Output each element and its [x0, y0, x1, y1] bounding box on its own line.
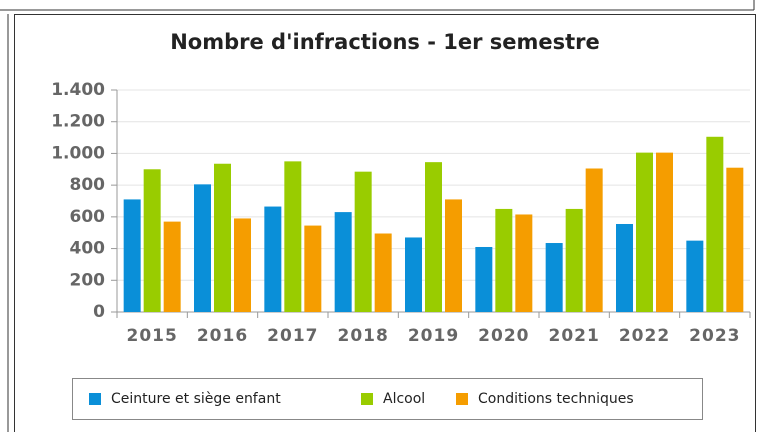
- legend-label: Ceinture et siège enfant: [111, 391, 281, 407]
- chart-frame: [14, 14, 756, 432]
- bar: [264, 206, 282, 312]
- bar: [354, 171, 372, 312]
- bar: [425, 162, 442, 312]
- legend-swatch: [361, 393, 373, 405]
- y-tick-label: 400: [70, 239, 106, 259]
- bar: [686, 240, 704, 312]
- bar: [445, 199, 462, 312]
- bar: [214, 163, 231, 312]
- bar: [304, 225, 322, 312]
- y-tick-label: 600: [70, 207, 106, 227]
- bar: [545, 243, 563, 312]
- bar: [656, 152, 673, 312]
- legend-swatch: [456, 393, 468, 405]
- y-tick-label: 1.200: [51, 112, 105, 132]
- x-tick-label: 2020: [478, 326, 529, 346]
- y-tick-label: 200: [70, 270, 106, 290]
- bar: [194, 184, 211, 312]
- x-tick-label: 2023: [689, 326, 740, 346]
- bar: [284, 161, 302, 312]
- x-tick-label: 2015: [127, 326, 178, 346]
- bar: [123, 199, 141, 312]
- legend-box: [72, 378, 703, 420]
- bar: [585, 168, 603, 312]
- y-tick-label: 1.400: [51, 80, 105, 100]
- bar: [565, 208, 583, 312]
- x-tick-label: 2016: [197, 326, 248, 346]
- y-tick-label: 0: [93, 302, 105, 322]
- legend-swatch: [89, 393, 101, 405]
- x-tick-label: 2022: [619, 326, 670, 346]
- x-tick-label: 2019: [408, 326, 459, 346]
- bar: [515, 214, 533, 312]
- y-tick-label: 1.000: [51, 143, 105, 163]
- bar: [706, 136, 724, 312]
- legend-label: Alcool: [383, 391, 425, 407]
- x-tick-label: 2018: [338, 326, 389, 346]
- bar: [234, 218, 251, 312]
- legend-label: Conditions techniques: [478, 391, 634, 407]
- y-tick-label: 800: [70, 175, 106, 195]
- bar: [616, 223, 633, 312]
- bar: [636, 152, 653, 312]
- bar: [334, 212, 352, 312]
- x-tick-label: 2021: [549, 326, 600, 346]
- bar: [405, 237, 422, 312]
- x-tick-label: 2017: [267, 326, 318, 346]
- bar: [495, 208, 513, 312]
- chart-title: Nombre d'infractions - 1er semestre: [170, 30, 600, 54]
- bar: [475, 246, 493, 312]
- bar: [163, 221, 181, 312]
- bar: [143, 169, 161, 312]
- bar: [726, 167, 744, 312]
- bar: [374, 233, 392, 312]
